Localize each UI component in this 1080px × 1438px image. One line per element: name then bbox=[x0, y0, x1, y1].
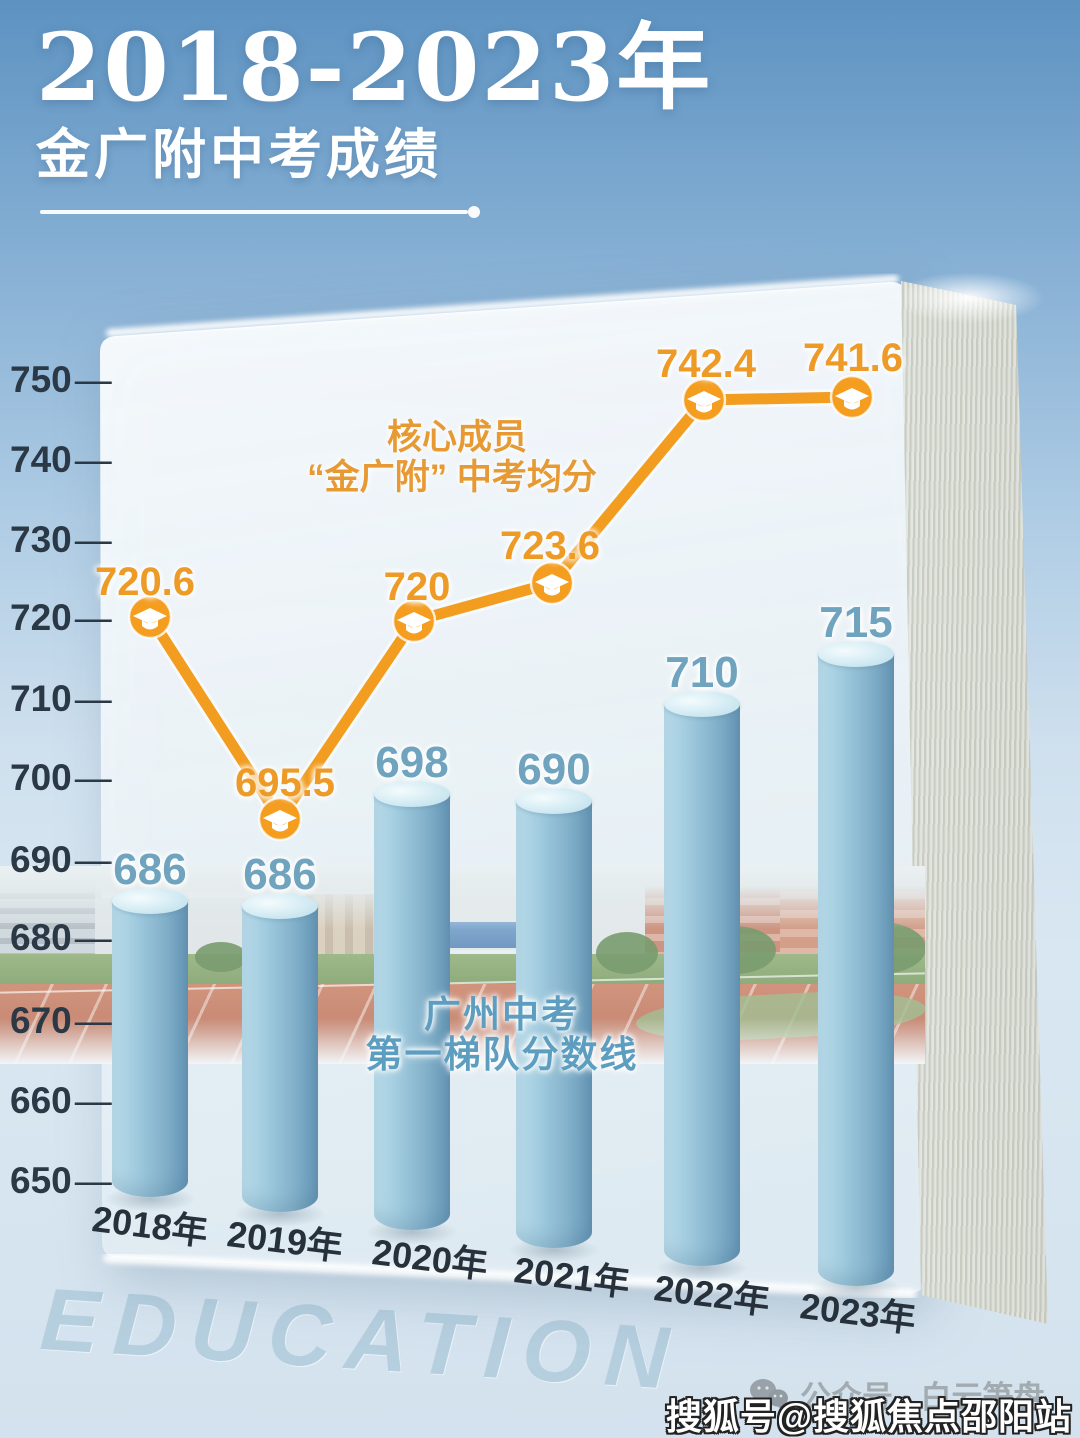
y-tick-label: 670 bbox=[10, 1000, 72, 1041]
y-tick-dash: — bbox=[74, 519, 112, 560]
y-tick-label: 700 bbox=[10, 757, 72, 798]
title-block: 2018-2023年 金广附中考成绩 bbox=[36, 13, 713, 218]
bar-value-label: 686 bbox=[113, 845, 187, 894]
bar-2023-top bbox=[818, 641, 894, 667]
page-corner-glow bbox=[905, 272, 1045, 324]
y-tick-dash: — bbox=[74, 439, 112, 480]
page-title: 2018-2023年 bbox=[36, 13, 713, 123]
bar-2022-top bbox=[664, 691, 740, 717]
line-series bbox=[144, 391, 858, 825]
y-tick-label: 650 bbox=[10, 1160, 72, 1201]
y-tick-dash: — bbox=[74, 678, 112, 719]
y-tick-dash: — bbox=[74, 839, 112, 880]
bar-value-label: 690 bbox=[517, 745, 591, 794]
wechat-icon bbox=[750, 1378, 788, 1410]
page-bottom-edge-glow bbox=[103, 1253, 917, 1299]
y-tick-label: 720 bbox=[10, 597, 72, 638]
sohu-watermark: 搜狐号@搜狐焦点邵阳站 bbox=[665, 1396, 1072, 1437]
y-tick-dash: — bbox=[74, 917, 112, 958]
bar-2019 bbox=[242, 905, 318, 1212]
y-axis-tick: 700— bbox=[10, 755, 112, 801]
page-subtitle: 金广附中考成绩 bbox=[36, 125, 442, 185]
y-axis-tick: 670— bbox=[10, 998, 112, 1044]
page-top-edge-glow bbox=[106, 275, 899, 337]
y-tick-dash: — bbox=[74, 359, 112, 400]
bar-2022 bbox=[664, 703, 740, 1266]
y-axis-tick: 680— bbox=[10, 915, 112, 961]
graduation-cap-icon bbox=[681, 377, 727, 423]
y-tick-dash: — bbox=[74, 1160, 112, 1201]
bar-value-label: 686 bbox=[243, 850, 317, 899]
bar-2018-top bbox=[112, 888, 188, 914]
bar-2021 bbox=[516, 800, 592, 1248]
y-axis-tick: 690— bbox=[10, 837, 112, 883]
wechat-watermark-text: 公众号 · 白云笋盘 bbox=[800, 1380, 1045, 1415]
line-value-label: 720 bbox=[383, 565, 451, 609]
graduation-cap-icon bbox=[127, 594, 173, 640]
y-tick-dash: — bbox=[74, 1000, 112, 1041]
y-tick-dash: — bbox=[74, 757, 112, 798]
line-legend-line2: “金广附” 中考均分 bbox=[307, 458, 597, 497]
line-value-label: 741.6 bbox=[802, 336, 904, 380]
y-tick-dash: — bbox=[74, 1080, 112, 1121]
bar-2023 bbox=[818, 653, 894, 1286]
bar-value-label: 715 bbox=[819, 598, 893, 647]
y-axis-tick: 740— bbox=[10, 437, 112, 483]
y-axis-tick: 660— bbox=[10, 1078, 112, 1124]
graduation-cap-icon bbox=[829, 374, 875, 420]
y-axis-tick: 730— bbox=[10, 517, 112, 563]
title-underline bbox=[40, 206, 480, 218]
y-tick-label: 680 bbox=[10, 917, 72, 958]
line-value-label: 723.6 bbox=[499, 524, 601, 568]
bar-2021-top bbox=[516, 788, 592, 814]
y-axis-tick: 710— bbox=[10, 676, 112, 722]
bar-value-label: 698 bbox=[375, 738, 449, 787]
line-value-label: 695.5 bbox=[234, 761, 336, 805]
y-tick-label: 690 bbox=[10, 839, 72, 880]
graduation-cap-icon bbox=[391, 598, 437, 644]
underline-dot bbox=[468, 206, 480, 218]
line-value-label: 742.4 bbox=[655, 342, 757, 386]
y-axis-tick: 750— bbox=[10, 357, 112, 403]
bar-2018 bbox=[112, 900, 188, 1197]
y-tick-label: 750 bbox=[10, 359, 72, 400]
line-value-label: 720.6 bbox=[94, 560, 196, 604]
bar-2019-top bbox=[242, 893, 318, 919]
y-tick-label: 710 bbox=[10, 678, 72, 719]
line-legend-line1: 核心成员 bbox=[386, 418, 528, 457]
y-tick-label: 730 bbox=[10, 519, 72, 560]
bar-2020 bbox=[374, 793, 450, 1230]
y-tick-dash: — bbox=[74, 597, 112, 638]
bar-annotation-line1: 广州中考 bbox=[424, 994, 580, 1035]
wechat-watermark: 公众号 · 白云笋盘 bbox=[748, 1372, 1045, 1417]
graduation-cap-icon bbox=[529, 560, 575, 606]
graduation-cap-icon bbox=[257, 796, 303, 842]
bar-value-label: 710 bbox=[665, 648, 739, 697]
y-axis-tick: 650— bbox=[10, 1158, 112, 1204]
bar-annotation-line2: 第一梯队分数线 bbox=[365, 1034, 639, 1075]
y-axis-tick: 720— bbox=[10, 595, 112, 641]
bar-2020-top bbox=[374, 781, 450, 807]
y-tick-label: 740 bbox=[10, 439, 72, 480]
y-tick-label: 660 bbox=[10, 1080, 72, 1121]
